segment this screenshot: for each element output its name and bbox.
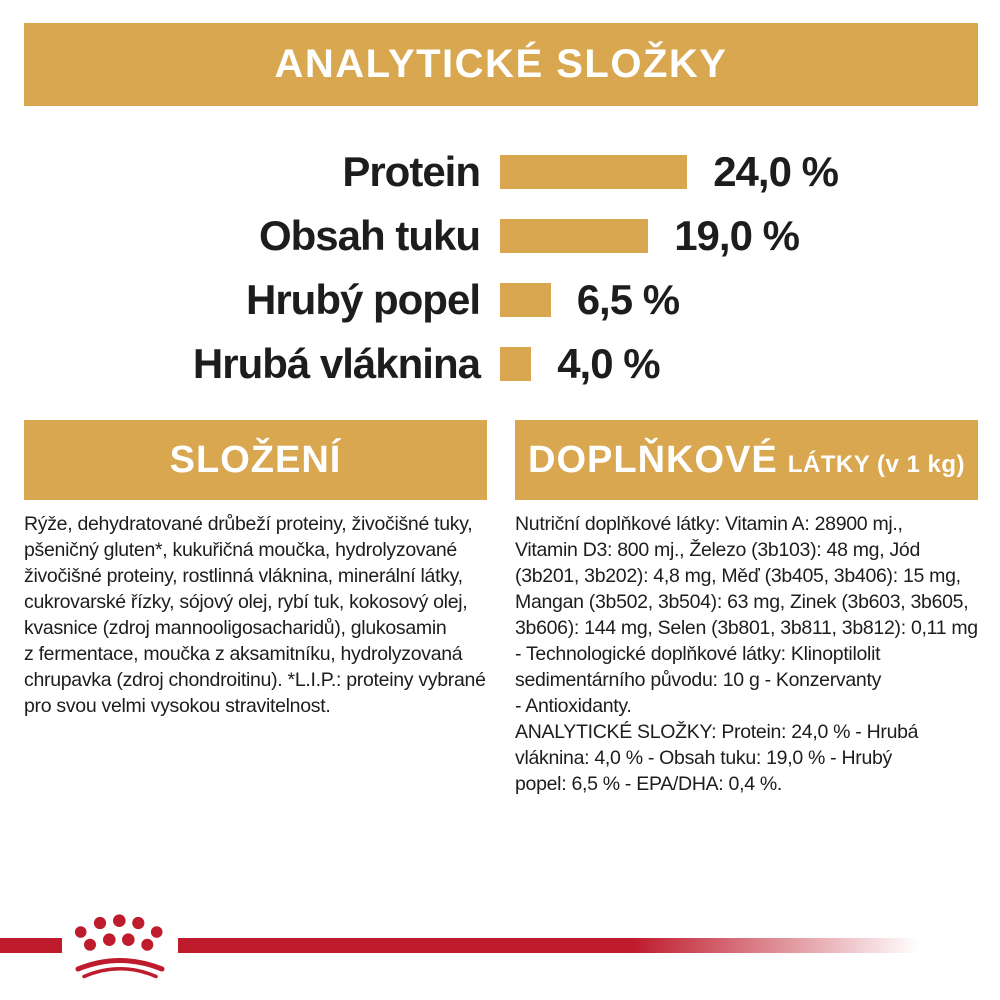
chart-label: Hrubý popel (245, 276, 481, 323)
brand-stripe-left (0, 938, 62, 953)
composition-title: SLOŽENÍ (169, 438, 342, 481)
chart-label: Protein (342, 148, 481, 195)
analytical-constituents-chart: Protein 24,0 % Obsah tuku 19,0 % Hrubý p… (0, 140, 1000, 396)
chart-value: 19,0 % (674, 212, 800, 259)
chart-row-protein: Protein 24,0 % (0, 140, 1000, 204)
chart-value: 4,0 % (557, 340, 660, 387)
chart-row-fat: Obsah tuku 19,0 % (0, 204, 1000, 268)
additives-title-suffix: LÁTKY (v 1 kg) (787, 450, 965, 478)
royal-canin-crown-icon (74, 914, 165, 979)
chart-value: 6,5 % (576, 276, 680, 323)
chart-label: Obsah tuku (258, 212, 481, 259)
additives-body-text: Nutriční doplňkové látky: Vitamin A: 289… (515, 513, 978, 795)
chart-value: 24,0 % (713, 148, 839, 195)
additives-title-main: DOPLŇKOVÉ (528, 438, 778, 481)
chart-row-fibre: Hrubá vláknina 4,0 % (0, 332, 1000, 396)
banner-title: ANALYTICKÉ SLOŽKY (274, 42, 728, 86)
chart-bar (500, 283, 551, 317)
composition-header-band: SLOŽENÍ (24, 420, 487, 500)
chart-row-ash: Hrubý popel 6,5 % (0, 268, 1000, 332)
additives-title: DOPLŇKOVÉ LÁTKY (v 1 kg) (528, 439, 965, 482)
chart-bar (500, 347, 532, 381)
composition-body-text: Rýže, dehydratované drůbeží proteiny, ži… (24, 513, 486, 717)
additives-header-band: DOPLŇKOVÉ LÁTKY (v 1 kg) (515, 420, 978, 500)
brand-stripe-right (178, 938, 935, 953)
chart-label: Hrubá vláknina (192, 340, 481, 387)
analytical-constituents-banner: ANALYTICKÉ SLOŽKY (24, 23, 978, 106)
chart-bar (500, 219, 649, 253)
chart-bar (500, 155, 688, 189)
